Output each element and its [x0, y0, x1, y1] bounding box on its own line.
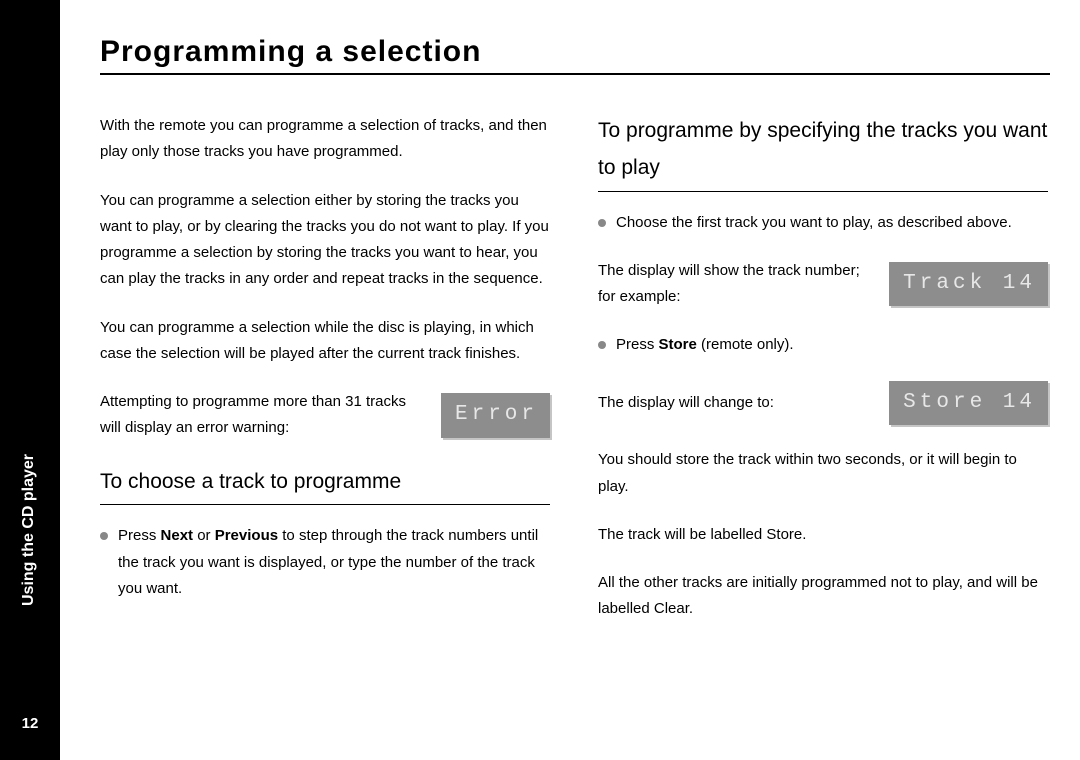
body-paragraph: You can programme a selection while the … [100, 315, 550, 368]
body-paragraph: You should store the track within two se… [598, 447, 1048, 500]
bullet-text: Press [616, 336, 659, 353]
page-title: Programming a selection [100, 35, 1050, 75]
lcd-display-track: Track 14 [889, 262, 1048, 307]
error-row: Attempting to programme more than 31 tra… [100, 389, 550, 442]
sub-heading: To programme by specifying the tracks yo… [598, 113, 1048, 192]
body-paragraph: You can programme a selection either by … [100, 188, 550, 293]
store-display-row: The display will change to: Store 14 [598, 381, 1048, 426]
page-number: 12 [22, 715, 39, 732]
body-paragraph: All the other tracks are initially progr… [598, 570, 1048, 623]
bullet-item: Choose the first track you want to play,… [598, 210, 1048, 236]
intro-paragraph: With the remote you can programme a sele… [100, 113, 550, 166]
track-row-text: The display will show the track number; … [598, 258, 889, 311]
right-column: To programme by specifying the tracks yo… [598, 113, 1048, 645]
body-paragraph: The track will be labelled Store. [598, 522, 1048, 548]
lcd-display-error: Error [441, 393, 550, 438]
track-display-row: The display will show the track number; … [598, 258, 1048, 311]
sidebar-section-label: Using the CD player [20, 454, 38, 606]
left-column: With the remote you can programme a sele… [100, 113, 550, 645]
button-name-store: Store [659, 336, 697, 353]
sub-heading: To choose a track to programme [100, 464, 550, 506]
button-name-next: Next [161, 527, 194, 544]
store-row-text: The display will change to: [598, 390, 889, 416]
bullet-item: Press Next or Previous to step through t… [100, 523, 550, 602]
two-column-layout: With the remote you can programme a sele… [100, 113, 1050, 645]
page-content: Programming a selection With the remote … [100, 35, 1050, 645]
button-name-previous: Previous [215, 527, 278, 544]
error-row-text: Attempting to programme more than 31 tra… [100, 389, 441, 442]
bullet-text: Press [118, 527, 161, 544]
lcd-display-store: Store 14 [889, 381, 1048, 426]
bullet-text: or [193, 527, 215, 544]
sidebar: 12 Using the CD player [0, 0, 60, 760]
bullet-item: Press Store (remote only). [598, 332, 1048, 358]
bullet-text: (remote only). [697, 336, 794, 353]
